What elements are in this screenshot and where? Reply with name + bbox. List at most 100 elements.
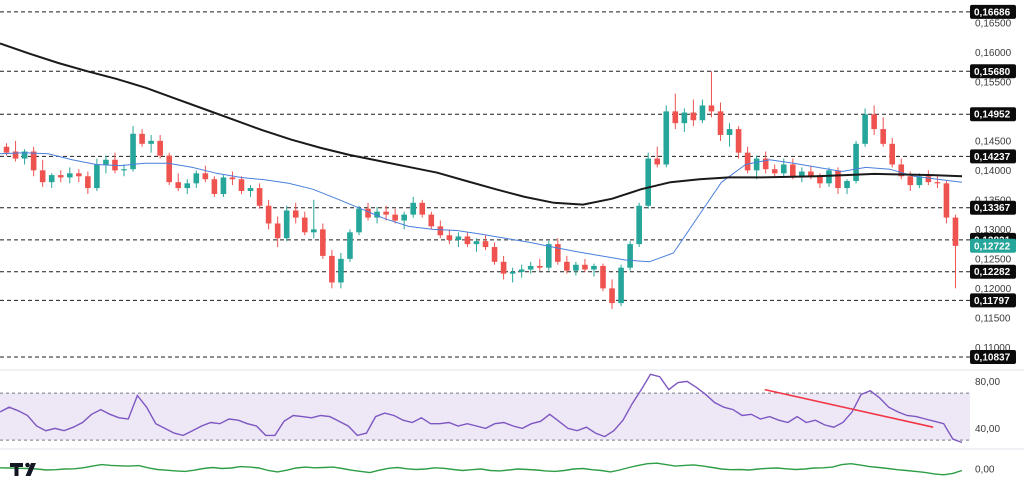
candle-body: [311, 229, 317, 233]
candle: [464, 232, 471, 248]
candle-body: [39, 170, 46, 183]
candle: [889, 137, 896, 168]
level-label-bg: [970, 264, 1016, 279]
candle: [202, 165, 209, 183]
candle: [762, 151, 769, 174]
candle: [681, 108, 688, 133]
candle: [175, 173, 182, 192]
candle: [527, 261, 534, 274]
candle: [663, 105, 670, 168]
slow-moving-average-line: [0, 42, 963, 206]
candle: [717, 102, 724, 141]
candle: [934, 176, 941, 189]
candle-body: [771, 169, 778, 174]
level-label: 0,14237: [970, 149, 1016, 164]
candle: [473, 238, 480, 252]
candle-body: [85, 176, 91, 189]
candle-body: [600, 265, 606, 289]
price-tick-label: 0,11000: [975, 343, 1011, 354]
rsi-band: [0, 393, 970, 441]
candle-body: [726, 129, 733, 135]
level-label-text: 0,14952: [974, 110, 1011, 121]
candle-body: [30, 151, 37, 171]
last-price-bg: [970, 238, 1016, 253]
level-label-text: 0,12282: [974, 267, 1011, 278]
candle-body: [645, 158, 651, 206]
candle-body: [591, 265, 597, 270]
candle: [518, 264, 525, 278]
level-label-bg: [970, 107, 1016, 122]
candle-body: [491, 247, 498, 262]
level-label: 0,10837: [970, 349, 1016, 364]
candle: [39, 159, 46, 187]
level-label: 0,12282: [970, 264, 1016, 279]
candle-body: [609, 288, 615, 304]
candle-body: [799, 171, 805, 177]
fast-moving-average-line: [0, 152, 963, 263]
candle-body: [193, 173, 200, 184]
candle-body: [12, 151, 19, 159]
candle: [627, 241, 633, 271]
candle: [853, 140, 859, 184]
candle-body: [21, 151, 28, 159]
level-label-bg: [970, 64, 1016, 79]
candle: [536, 258, 543, 271]
candle: [274, 216, 281, 248]
candle: [347, 229, 353, 262]
candle: [771, 164, 778, 177]
candle: [356, 205, 362, 236]
candle: [564, 255, 570, 274]
rsi-tick-label: 40,00: [975, 424, 1000, 435]
candle-body: [925, 176, 932, 183]
level-label: 0,15680: [970, 64, 1016, 79]
candle-body: [265, 205, 272, 224]
candle-body: [320, 229, 326, 256]
candle: [844, 179, 850, 194]
candle-body: [952, 217, 959, 246]
candle-body: [211, 179, 218, 194]
candle: [193, 170, 200, 189]
candle-body: [220, 177, 227, 194]
candle-body: [699, 105, 706, 121]
candle: [799, 167, 805, 183]
candle: [726, 123, 733, 147]
candle: [880, 117, 886, 147]
candle: [555, 238, 561, 265]
level-label-bg: [970, 293, 1016, 308]
candle-body: [57, 175, 64, 178]
candle-body: [527, 265, 534, 270]
level-label-bg: [970, 4, 1016, 19]
candle: [292, 202, 299, 224]
candle: [862, 108, 868, 147]
candle-body: [509, 271, 516, 274]
candle: [329, 250, 335, 289]
candle-body: [943, 183, 950, 218]
rsi-pane: 80,00 40,00: [0, 373, 1000, 444]
candle: [94, 158, 100, 192]
candle: [320, 223, 326, 259]
candle-body: [835, 170, 841, 189]
candlestick-series: [3, 71, 959, 310]
candle-body: [455, 236, 462, 240]
candle: [582, 258, 588, 272]
candle-body: [365, 208, 371, 218]
level-label-text: 0,15680: [974, 67, 1011, 78]
rsi-trendline: [764, 388, 934, 428]
candle: [76, 169, 82, 183]
candle-body: [76, 173, 82, 177]
candle-body: [473, 241, 480, 245]
candle: [247, 185, 254, 197]
price-tick-label: 0,12500: [975, 254, 1012, 265]
candle-body: [880, 129, 886, 144]
candle: [943, 180, 950, 224]
candle-body: [48, 175, 55, 183]
candle: [121, 164, 127, 177]
candle-body: [690, 112, 697, 121]
candle: [699, 99, 706, 124]
candle-body: [582, 264, 588, 270]
candle: [826, 167, 832, 187]
candle: [428, 211, 435, 230]
candle: [871, 105, 877, 135]
candle-body: [618, 267, 624, 304]
